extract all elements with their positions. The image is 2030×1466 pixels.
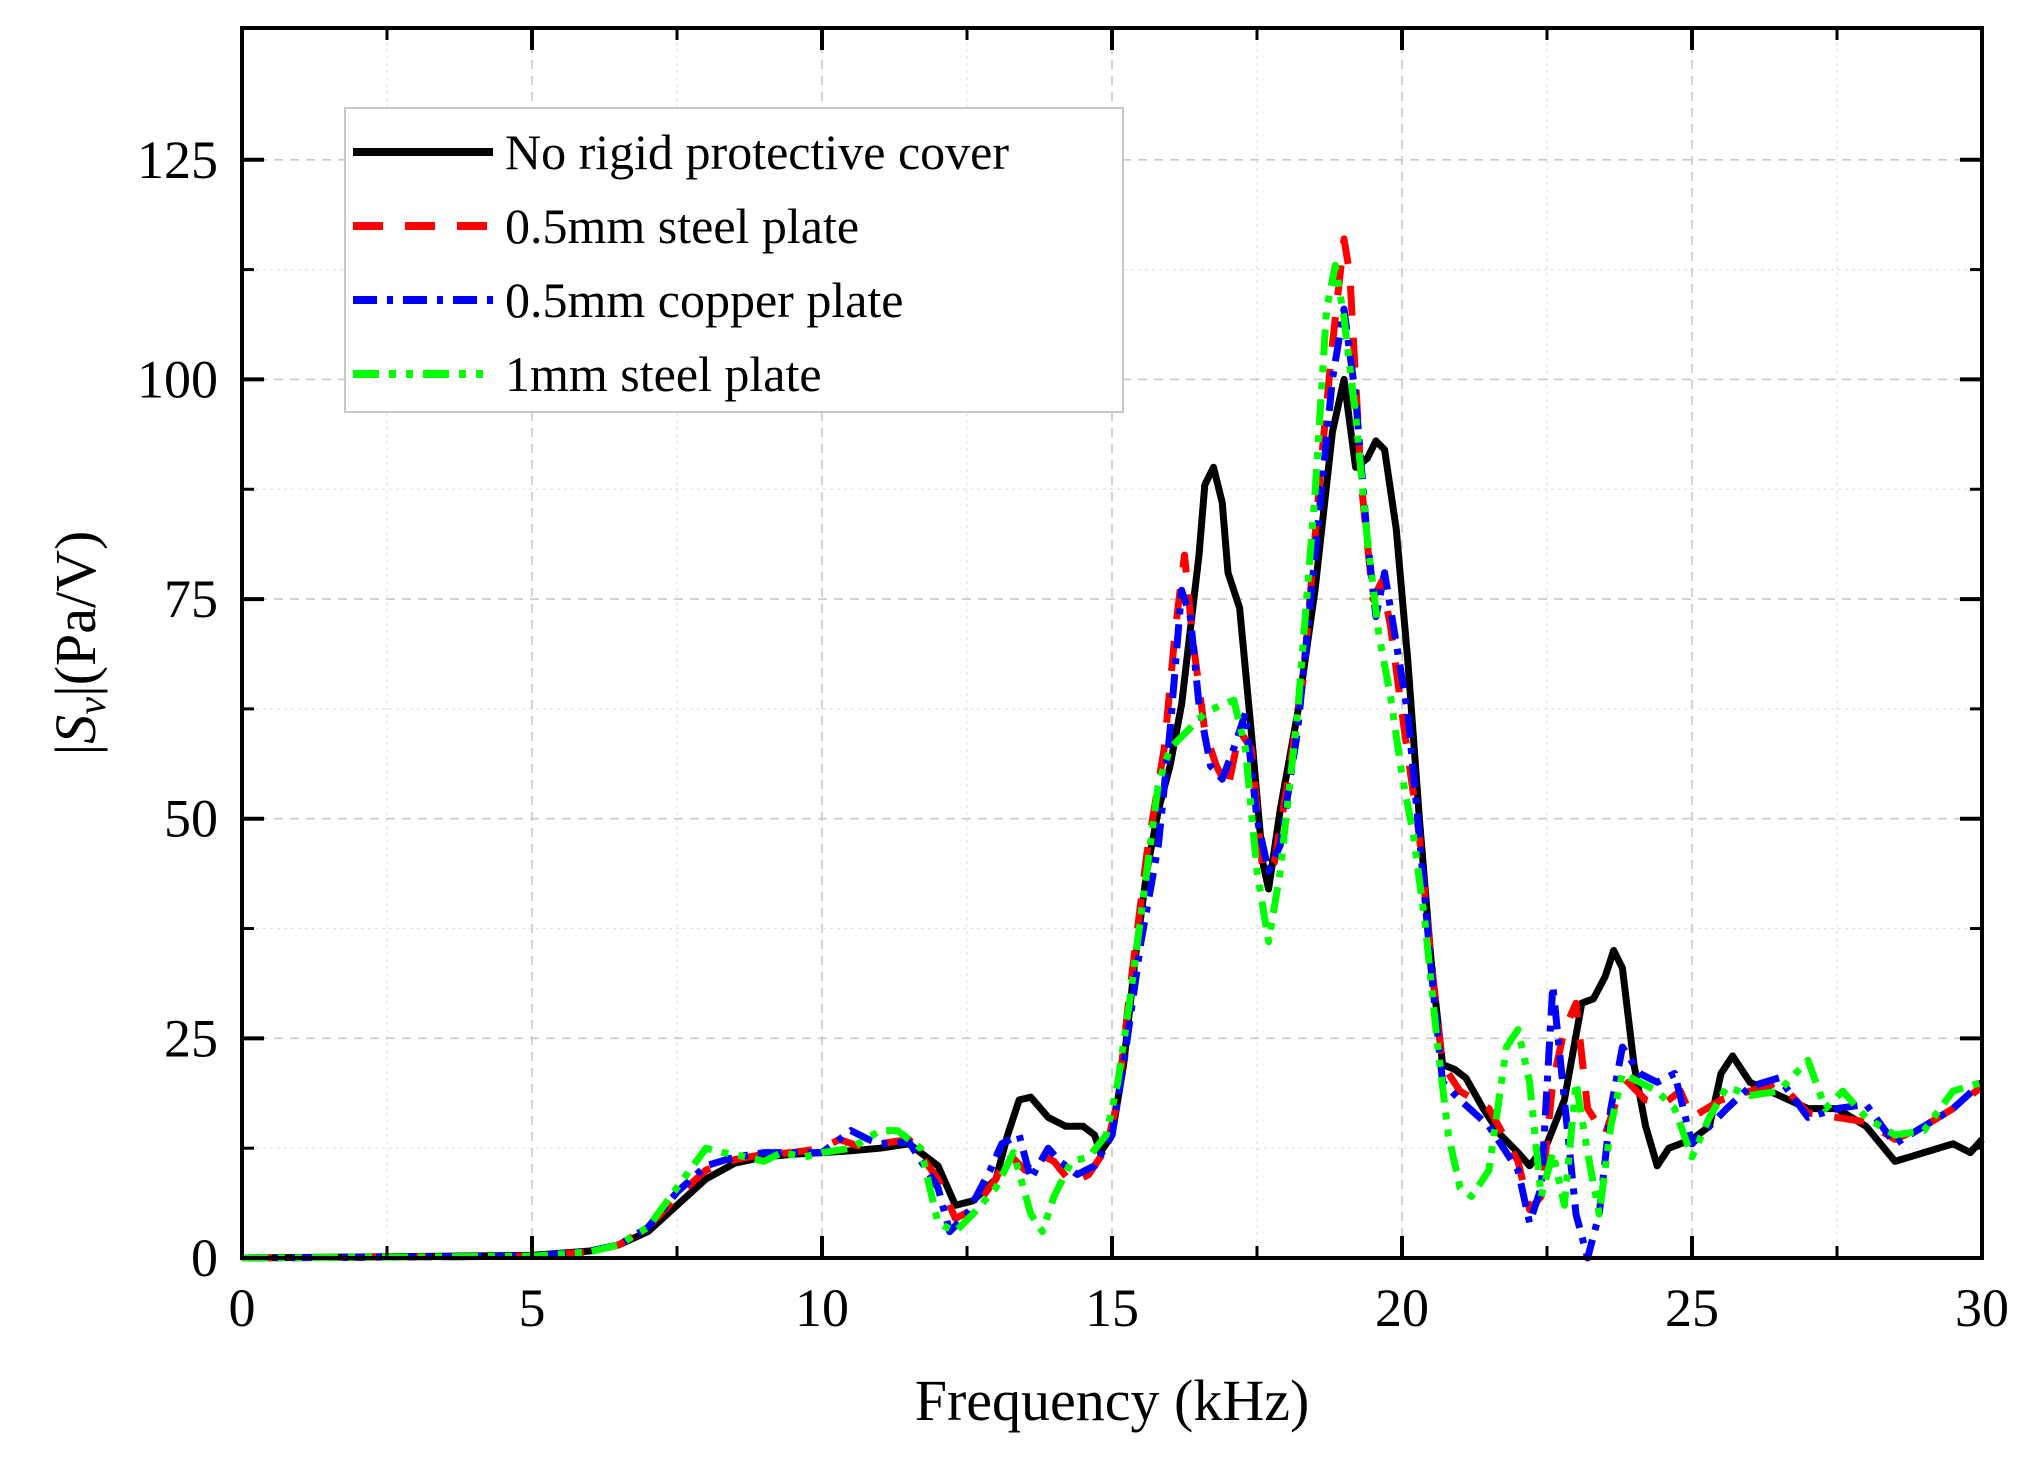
- y-tick-label: 100: [137, 349, 218, 409]
- x-tick-label: 15: [1085, 1278, 1139, 1338]
- x-tick-label: 25: [1665, 1278, 1719, 1338]
- legend-box: [344, 107, 1124, 413]
- y-tick-label: 25: [164, 1008, 218, 1068]
- x-axis-title: Frequency (kHz): [915, 1368, 1310, 1433]
- legend-label-4: 1mm steel plate: [505, 346, 822, 402]
- y-tick-label: 50: [164, 789, 218, 849]
- x-tick-label: 5: [519, 1278, 546, 1338]
- x-tick-label: 30: [1955, 1278, 2009, 1338]
- y-axis-title-prefix: |: [43, 744, 108, 756]
- series-line-3: [241, 305, 1985, 1262]
- y-axis-title-subscript: v: [69, 697, 114, 715]
- tick-labels: 0 5 10 15 20 25 30 0 25 50 75 100 125: [137, 130, 2009, 1338]
- x-tick-label: 20: [1375, 1278, 1429, 1338]
- legend: No rigid protective cover 0.5mm steel pla…: [344, 107, 1124, 413]
- y-tick-label: 0: [191, 1228, 218, 1288]
- y-tick-label: 75: [164, 569, 218, 629]
- series-layer: [241, 235, 1985, 1262]
- y-axis-title-suffix: |(Pa/V): [43, 531, 108, 697]
- legend-label-1: No rigid protective cover: [505, 124, 1009, 180]
- series-line-1: [241, 375, 1985, 1262]
- legend-label-2: 0.5mm steel plate: [505, 198, 859, 254]
- y-axis-title: |Sv|(Pa/V): [43, 531, 114, 756]
- axis-ticks: [240, 28, 1984, 1260]
- x-tick-label: 10: [795, 1278, 849, 1338]
- y-axis-title-symbol: S: [43, 715, 108, 744]
- x-tick-label: 0: [229, 1278, 256, 1338]
- legend-label-3: 0.5mm copper plate: [505, 272, 904, 328]
- series-line-4: [241, 261, 1984, 1262]
- y-tick-label: 125: [137, 130, 218, 190]
